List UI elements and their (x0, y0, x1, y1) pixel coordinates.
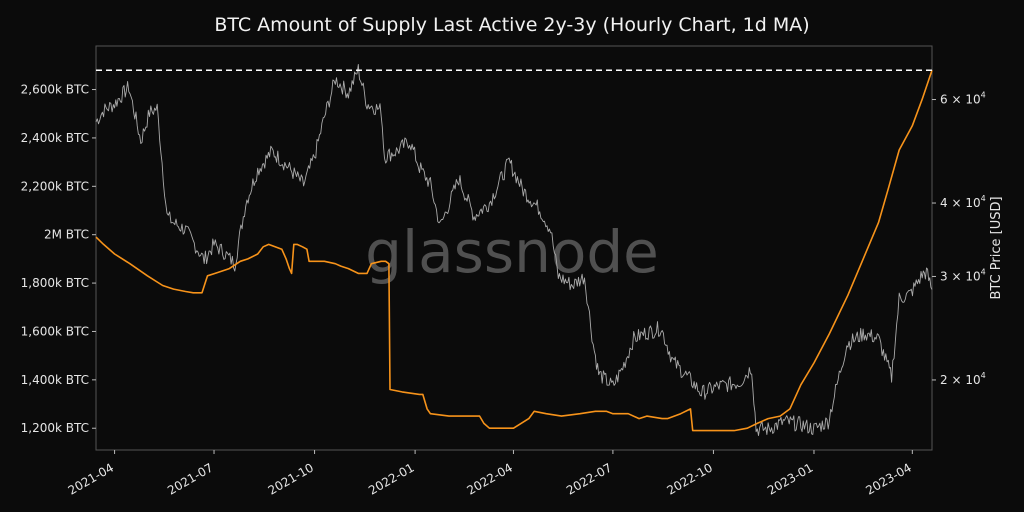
x-tick-label: 2022-04 (465, 460, 515, 497)
right-tick-label: 2 × 104 (940, 371, 986, 387)
left-tick-label: 1,400k BTC (21, 373, 89, 387)
right-axis-label: BTC Price [USD] (989, 196, 1004, 299)
left-tick-label: 1,200k BTC (21, 421, 89, 435)
left-tick-label: 1,800k BTC (21, 276, 89, 290)
x-axis: 2021-04 2021-07 2021-10 2022-01 2022-04 2022-… (66, 450, 914, 498)
plot-frame (95, 45, 933, 451)
x-tick-label: 2022-01 (366, 460, 416, 497)
x-tick-label: 2021-10 (266, 460, 316, 497)
left-tick-label: 2M BTC (44, 228, 89, 242)
x-tick-label: 2021-07 (165, 460, 215, 497)
price-series-line (95, 63, 933, 436)
left-tick-label: 2,200k BTC (21, 179, 89, 193)
x-tick-label: 2022-07 (564, 460, 614, 497)
x-tick-label: 2023-01 (765, 460, 815, 497)
right-tick-label: 4 × 104 (940, 194, 986, 210)
x-tick-label: 2022-10 (665, 460, 715, 497)
series-layer (95, 63, 933, 436)
left-tick-label: 2,400k BTC (21, 131, 89, 145)
chart-title: BTC Amount of Supply Last Active 2y-3y (… (214, 14, 810, 36)
right-tick-label: 6 × 104 (940, 91, 986, 107)
x-tick-label: 2023-04 (863, 460, 913, 497)
x-tick-label: 2021-04 (66, 460, 116, 497)
right-tick-label: 3 × 104 (940, 267, 986, 283)
glassnode-watermark: glassnode (365, 218, 659, 286)
left-tick-label: 1,600k BTC (21, 324, 89, 338)
left-axis: 1,200k BTC 1,400k BTC 1,600k BTC 1,800k BTC… (21, 83, 96, 435)
right-axis: 2 × 104 3 × 104 4 × 104 6 × 104 (932, 91, 986, 387)
left-tick-label: 2,600k BTC (21, 83, 89, 97)
supply-series-line (95, 69, 933, 432)
